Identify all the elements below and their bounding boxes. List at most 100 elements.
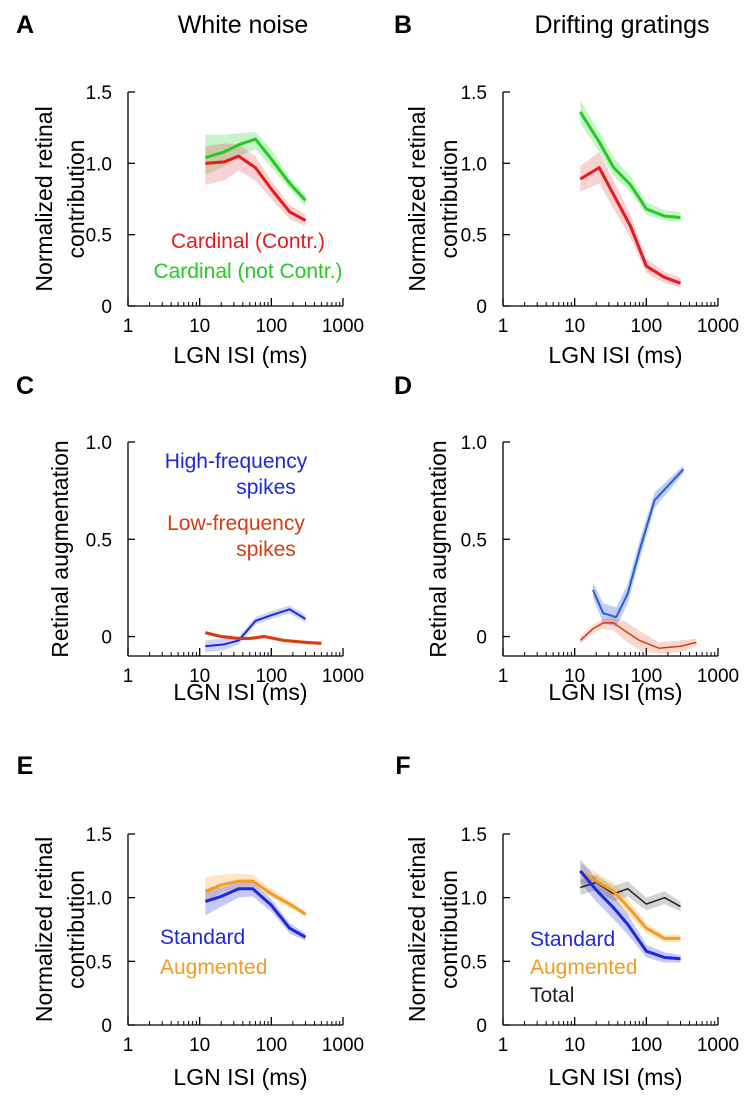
- series-line: [579, 166, 682, 285]
- series-line: [579, 622, 697, 649]
- x-tick-label: 100: [255, 666, 287, 687]
- y-tick-label: 0.5: [86, 530, 112, 551]
- series-line: [204, 631, 322, 645]
- series-line: [205, 154, 307, 222]
- series-band: [580, 617, 697, 655]
- x-tick-label: 10: [564, 666, 585, 687]
- series-band: [205, 605, 306, 653]
- series-line: [204, 887, 307, 939]
- column-title-white-noise: White noise: [178, 11, 309, 39]
- y-tick-label: 0: [101, 628, 112, 649]
- y-tick-label: 0.5: [461, 226, 487, 247]
- y-tick-label: 0: [101, 297, 112, 318]
- y-tick-label: 1.0: [86, 433, 112, 454]
- y-tick-label: 1.5: [461, 825, 487, 846]
- x-tick-label: 1000: [697, 1035, 739, 1056]
- series-line: [592, 468, 685, 619]
- series-band: [592, 465, 684, 627]
- legend-entry: Standard: [530, 928, 615, 951]
- panel-letter: D: [394, 372, 412, 400]
- y-tick-label: 1.0: [86, 154, 112, 175]
- legend-entry: Low-frequency: [167, 512, 305, 535]
- series-line: [579, 111, 681, 220]
- x-tick-label: 100: [630, 316, 662, 337]
- panel-c: C 1 10 100 1000 0 0.5 1.0 LGN ISI (ms) Retinal au…: [16, 372, 364, 705]
- series-line: [204, 137, 307, 202]
- x-tick-label: 1: [498, 316, 509, 337]
- y-tick-label: 0: [476, 1016, 487, 1037]
- x-tick-label: 10: [189, 1035, 210, 1056]
- legend-entry: Augmented: [160, 956, 267, 979]
- y-tick-label: 0.5: [86, 226, 112, 247]
- legend-entry: Cardinal (Contr.): [171, 230, 325, 253]
- legend-entry: Standard: [160, 926, 245, 949]
- x-tick-label: 1: [123, 666, 134, 687]
- panel-letter: B: [394, 11, 412, 39]
- panel-a: A 1 10 100 1000 0 0.5 1.0 1.5 LGN ISI (ms) Normali…: [16, 11, 364, 368]
- x-axis-label: LGN ISI (ms): [548, 1064, 682, 1090]
- x-tick-label: 1000: [322, 1035, 364, 1056]
- y-axis-label: contribution: [436, 140, 462, 259]
- y-tick-label: 0.5: [461, 952, 487, 973]
- y-tick-label: 1.5: [461, 83, 487, 104]
- y-tick-label: 1.0: [461, 889, 487, 910]
- x-tick-label: 1: [123, 316, 134, 337]
- y-tick-label: 1.0: [86, 889, 112, 910]
- series-line: [579, 870, 681, 940]
- y-tick-label: 1.0: [461, 154, 487, 175]
- panel-e: E 1 10 100 1000 0 0.5 1.0 1.5 LGN ISI (ms) Normali…: [17, 752, 364, 1090]
- x-tick-label: 1: [498, 1035, 509, 1056]
- y-tick-label: 1.5: [86, 825, 112, 846]
- x-tick-label: 1: [498, 666, 509, 687]
- x-axis-label: LGN ISI (ms): [548, 679, 682, 705]
- column-title-drifting-gratings: Drifting gratings: [534, 11, 709, 39]
- x-tick-label: 100: [255, 1035, 287, 1056]
- x-tick-label: 1000: [697, 666, 739, 687]
- y-tick-label: 1.0: [461, 433, 487, 454]
- y-axis-label: Normalized retinal: [404, 106, 430, 291]
- x-axis-label: LGN ISI (ms): [548, 342, 682, 368]
- x-axis-label: LGN ISI (ms): [173, 1064, 307, 1090]
- x-axis-label: LGN ISI (ms): [173, 342, 307, 368]
- y-tick-label: 0.5: [461, 530, 487, 551]
- series-line: [204, 879, 307, 916]
- x-tick-label: 1000: [322, 316, 364, 337]
- y-tick-label: 1.5: [86, 83, 112, 104]
- series-band: [580, 151, 681, 288]
- legend-entry: Augmented: [530, 956, 637, 979]
- x-tick-label: 1: [123, 1035, 134, 1056]
- legend-entry: Total: [530, 984, 574, 1007]
- panel-letter: A: [16, 11, 34, 39]
- x-tick-label: 10: [189, 666, 210, 687]
- panel-b: B 1 10 100 1000 0 0.5 1.0 1.5 LGN ISI (ms) Normali…: [394, 11, 739, 368]
- panel-letter: F: [395, 752, 410, 780]
- y-axis-label: contribution: [63, 140, 89, 259]
- y-axis-label: Normalized retinal: [31, 837, 57, 1022]
- y-axis-label: Retinal augmentation: [425, 440, 451, 657]
- y-tick-label: 0: [476, 297, 487, 318]
- panel-f: F 1 10 100 1000 0 0.5 1.0 1.5 LGN ISI (ms) Normali…: [395, 752, 739, 1090]
- series-band: [580, 874, 681, 912]
- y-axis-label: Normalized retinal: [404, 837, 430, 1022]
- x-tick-label: 1000: [322, 666, 364, 687]
- legend-entry: High-frequency: [165, 450, 308, 473]
- x-tick-label: 100: [630, 666, 662, 687]
- y-tick-label: 0.5: [86, 952, 112, 973]
- series-line: [579, 869, 681, 961]
- legend-entry: Cardinal (not Contr.): [153, 260, 342, 283]
- series-band: [205, 143, 306, 227]
- y-axis-label: Normalized retinal: [31, 106, 57, 291]
- legend-entry: spikes: [236, 538, 296, 561]
- y-tick-label: 0: [101, 1016, 112, 1037]
- y-tick-label: 0: [476, 628, 487, 649]
- panel-letter: C: [16, 372, 34, 400]
- x-tick-label: 10: [189, 316, 210, 337]
- x-tick-label: 10: [564, 316, 585, 337]
- series-band: [580, 863, 681, 943]
- series-band: [205, 882, 306, 941]
- legend-entry: spikes: [236, 476, 296, 499]
- x-tick-label: 1000: [697, 316, 739, 337]
- x-axis-label: LGN ISI (ms): [173, 679, 307, 705]
- x-tick-label: 100: [255, 316, 287, 337]
